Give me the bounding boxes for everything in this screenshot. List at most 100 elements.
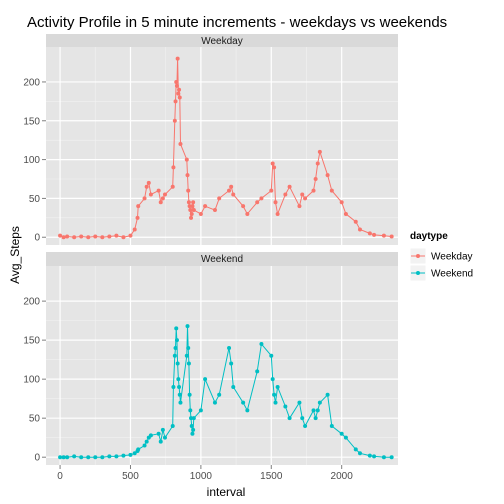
data-point [156, 188, 161, 193]
data-point [272, 165, 277, 170]
data-point [231, 384, 236, 389]
y-tick-label: 0 [34, 233, 40, 244]
data-point [353, 447, 358, 452]
data-point [186, 200, 191, 205]
data-point [353, 219, 358, 224]
data-point [203, 377, 208, 382]
data-point [297, 400, 302, 405]
panel-weekday: Weekday 0 50 100 150 200 [23, 34, 398, 245]
data-point [270, 377, 275, 382]
data-point [389, 234, 394, 239]
data-point [128, 233, 133, 238]
strip-label-weekday: Weekday [201, 36, 243, 47]
data-point [191, 208, 196, 213]
data-point [185, 173, 190, 178]
x-tick-label: 2000 [331, 471, 354, 482]
data-point [212, 208, 217, 213]
legend: daytype Weekday Weekend [409, 231, 473, 282]
data-point [217, 196, 222, 201]
data-point [128, 452, 133, 457]
data-point [227, 345, 232, 350]
data-point [93, 455, 98, 460]
data-point [184, 157, 189, 162]
data-point [241, 400, 246, 405]
y-axis-title: Avg_Steps [8, 226, 22, 284]
data-point [275, 384, 280, 389]
data-point [160, 427, 165, 432]
data-point [269, 188, 274, 193]
data-point [389, 455, 394, 460]
data-point [315, 161, 320, 166]
data-point [174, 338, 179, 343]
legend-label: Weekend [431, 269, 473, 280]
data-point [273, 200, 278, 205]
x-tick-label: 1500 [260, 471, 283, 482]
data-point [229, 184, 234, 189]
x-axis-title: interval [207, 485, 246, 499]
data-point [178, 142, 183, 147]
data-point [191, 427, 196, 432]
data-point [245, 408, 250, 413]
data-point [303, 196, 308, 201]
data-point [107, 234, 112, 239]
data-point [186, 361, 191, 366]
data-point [311, 408, 316, 413]
data-point [170, 184, 175, 189]
data-point [339, 200, 344, 205]
data-point [275, 211, 280, 216]
data-point [58, 233, 63, 238]
data-point [372, 454, 377, 459]
data-point [172, 353, 177, 358]
y-tick-label: 100 [23, 155, 40, 166]
x-tick-label: 500 [122, 471, 139, 482]
data-point [100, 235, 105, 240]
plot-panel-weekend [46, 266, 398, 465]
strip-label-weekend: Weekend [201, 254, 243, 265]
data-point [177, 392, 182, 397]
data-point [170, 423, 175, 428]
data-point [381, 233, 386, 238]
data-point [188, 408, 193, 413]
y-tick-label: 200 [23, 77, 40, 88]
y-tick-label: 200 [23, 297, 40, 308]
data-point [188, 208, 193, 213]
data-point [187, 204, 192, 209]
data-point [313, 416, 318, 421]
data-point [171, 384, 176, 389]
data-point [300, 192, 305, 197]
data-point [107, 454, 112, 459]
data-point [259, 342, 264, 347]
legend-label: Weekday [431, 252, 473, 263]
data-point [255, 200, 260, 205]
data-point [79, 234, 84, 239]
data-point [303, 423, 308, 428]
data-point [132, 451, 137, 456]
y-tick-label: 150 [23, 336, 40, 347]
data-point [65, 234, 70, 239]
data-point [283, 192, 288, 197]
data-point [79, 455, 84, 460]
data-point [175, 56, 180, 61]
data-point [190, 431, 195, 436]
data-point [148, 192, 153, 197]
data-point [178, 400, 183, 405]
data-point [272, 392, 277, 397]
data-point [86, 235, 91, 240]
data-point [187, 392, 192, 397]
data-point [61, 455, 66, 460]
plot-panel-weekday [46, 47, 398, 245]
legend-key-point [416, 254, 420, 258]
data-point [339, 431, 344, 436]
data-point [172, 118, 177, 123]
data-point [259, 196, 264, 201]
data-point [160, 196, 165, 201]
data-point [269, 353, 274, 358]
data-point [313, 177, 318, 181]
data-point [217, 392, 222, 397]
data-point [142, 196, 147, 201]
data-point [72, 454, 77, 459]
data-point [136, 447, 141, 452]
y-tick-label: 0 [34, 453, 40, 464]
data-point [191, 416, 196, 421]
